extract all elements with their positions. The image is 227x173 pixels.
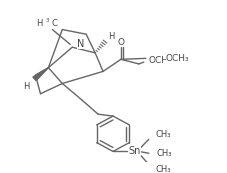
- Text: C: C: [51, 19, 57, 28]
- Text: OCH₃: OCH₃: [148, 56, 172, 65]
- Text: CH₃: CH₃: [156, 149, 171, 158]
- Text: O: O: [117, 38, 124, 47]
- Text: N: N: [77, 39, 84, 49]
- Polygon shape: [33, 68, 48, 81]
- Text: Sn: Sn: [128, 146, 141, 156]
- Text: H: H: [107, 31, 114, 40]
- Text: 3: 3: [45, 18, 49, 23]
- Text: CH₃: CH₃: [155, 130, 170, 139]
- Text: CH₃: CH₃: [155, 165, 170, 173]
- Text: H: H: [36, 19, 42, 28]
- Text: H: H: [23, 82, 30, 91]
- Text: OCH₃: OCH₃: [165, 54, 188, 63]
